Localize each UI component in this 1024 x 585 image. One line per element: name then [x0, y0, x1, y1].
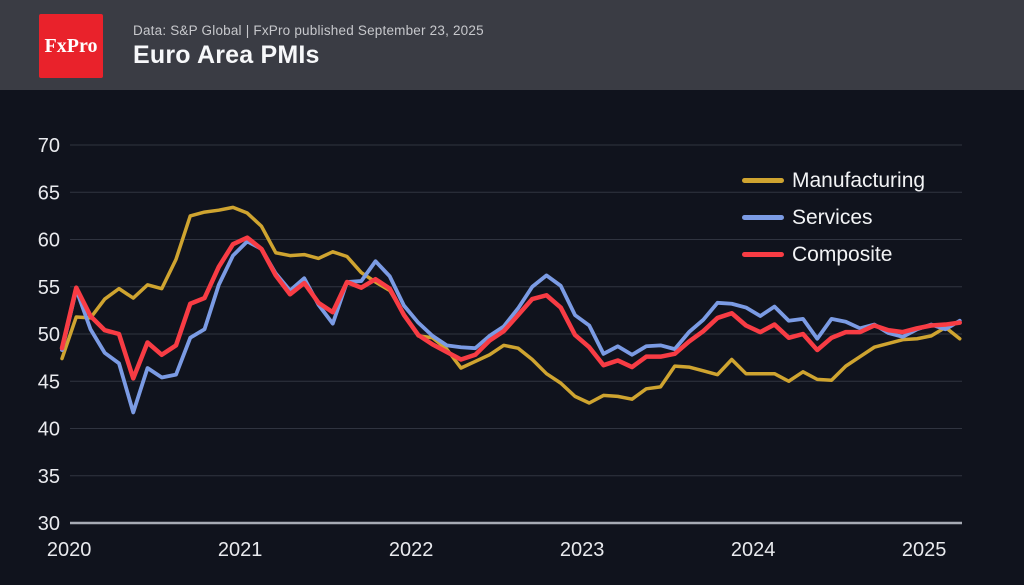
legend-label: Services	[792, 205, 873, 229]
fxpro-logo-text: FxPro	[44, 34, 98, 57]
data-source-caption: Data: S&P Global | FxPro published Septe…	[133, 23, 484, 38]
y-tick-label: 60	[38, 230, 60, 252]
y-tick-label: 45	[38, 371, 60, 393]
x-tick-label: 2023	[560, 539, 605, 561]
composite-line-swatch	[742, 252, 784, 257]
page-title: Euro Area PMIs	[133, 41, 320, 69]
x-tick-label: 2025	[902, 539, 947, 561]
legend-item-manufacturing: Manufacturing	[742, 162, 925, 199]
fxpro-logo: FxPro	[39, 14, 103, 78]
y-tick-label: 65	[38, 182, 60, 204]
series-line-composite	[59, 235, 962, 381]
legend-item-composite: Composite	[742, 236, 925, 273]
header-bar: FxPro Data: S&P Global | FxPro published…	[0, 0, 1024, 90]
y-tick-label: 30	[38, 513, 60, 535]
chart-legend: Manufacturing Services Composite	[742, 162, 925, 273]
y-tick-label: 35	[38, 466, 60, 488]
legend-label: Manufacturing	[792, 168, 926, 192]
x-tick-label: 2024	[731, 539, 776, 561]
y-tick-label: 55	[38, 277, 60, 299]
y-tick-label: 70	[38, 135, 60, 157]
legend-label: Composite	[792, 242, 893, 266]
y-tick-label: 40	[38, 419, 60, 441]
x-tick-label: 2021	[218, 539, 263, 561]
series-line-manufacturing	[60, 205, 962, 405]
x-tick-label: 2022	[389, 539, 434, 561]
manufacturing-line-swatch	[742, 178, 784, 183]
services-line-swatch	[742, 215, 784, 220]
y-tick-label: 50	[38, 324, 60, 346]
series-line-services	[60, 239, 962, 415]
x-tick-label: 2020	[47, 539, 92, 561]
legend-item-services: Services	[742, 199, 925, 236]
